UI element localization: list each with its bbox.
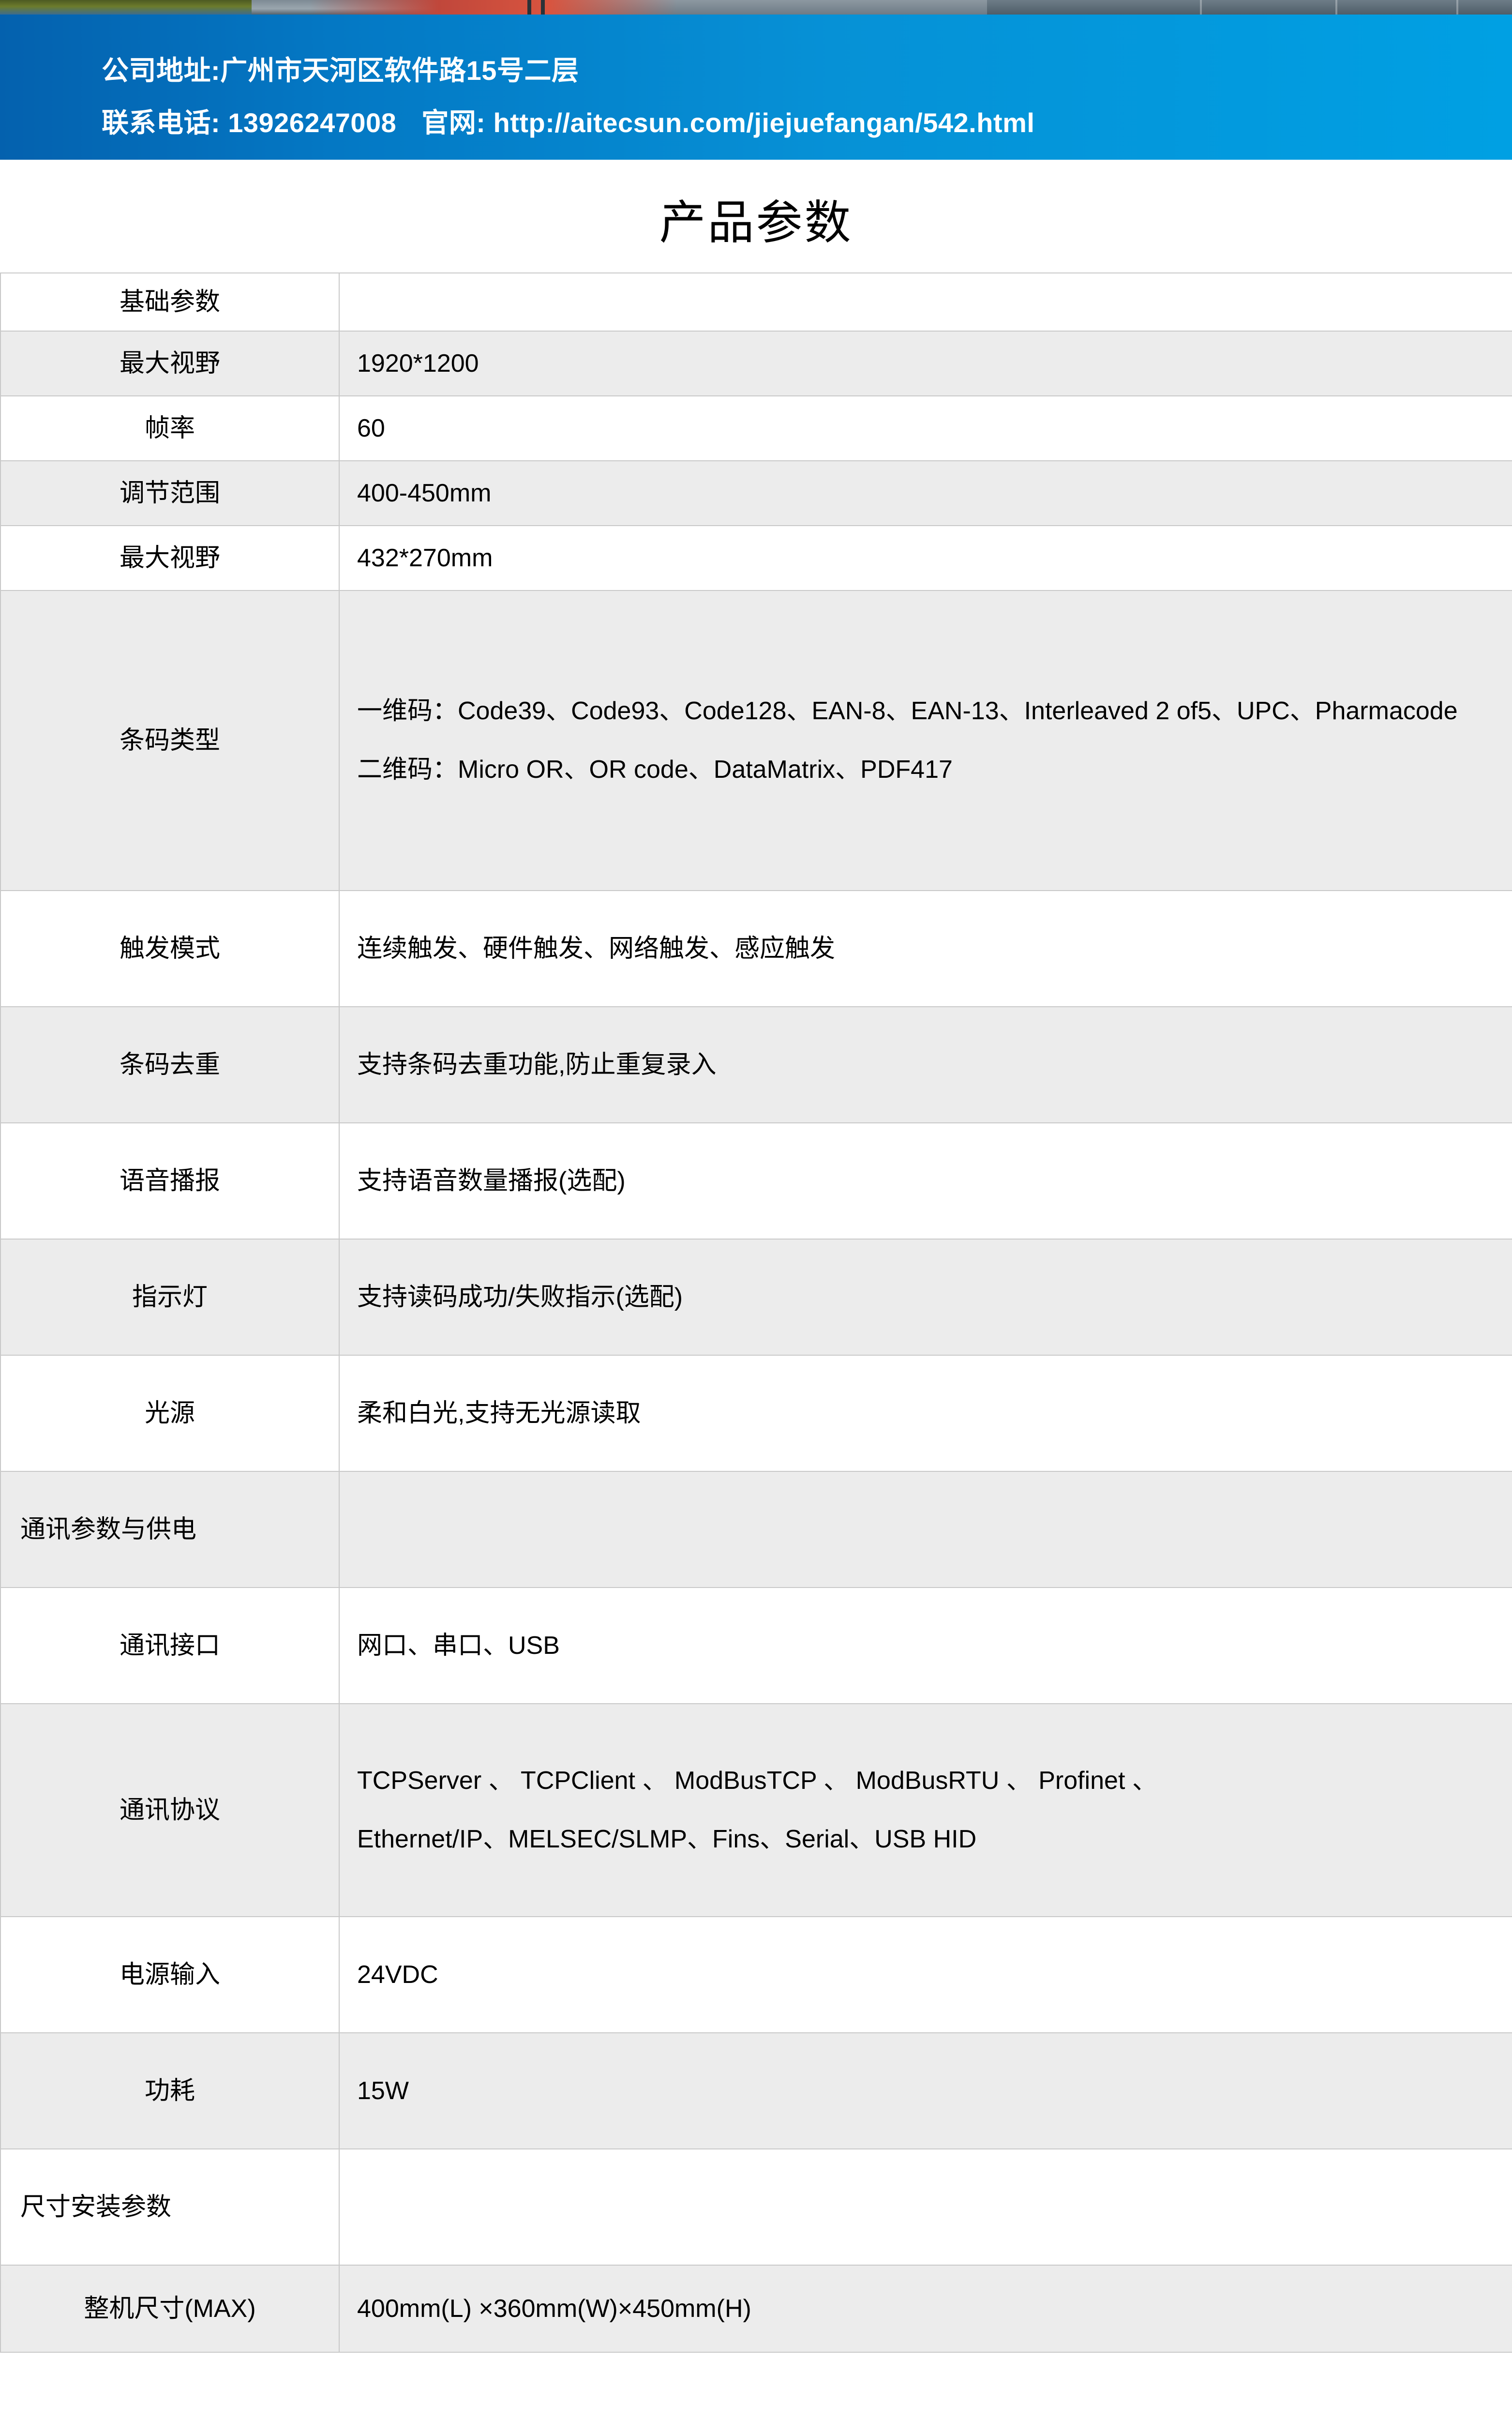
spec-value-line: 400-450mm [357,479,492,507]
photo-red-accent [310,0,677,15]
spec-value-cell [339,272,1512,332]
spec-value-cell: 支持语音数量播报(选配) [339,1122,1512,1240]
spec-value-line: 二维码：Micro OR、OR code、DataMatrix、PDF417 [357,756,953,784]
photo-right-region [987,0,1512,15]
spec-value-line: 432*270mm [357,544,493,572]
spec-table-row: 指示灯 支持读码成功/失败指示(选配) [0,1239,1512,1356]
photo-pole-left [527,0,531,15]
spec-label-cell: 基础参数 [0,272,340,332]
spec-value-cell: 1920*1200 [339,331,1512,396]
spec-label-cell: 触发模式 [0,890,340,1007]
spec-value-line: 60 [357,414,385,442]
spec-table-row: 触发模式 连续触发、硬件触发、网络触发、感应触发 [0,890,1512,1007]
spec-value-cell: 支持读码成功/失败指示(选配) [339,1239,1512,1356]
spec-table-row: 语音播报 支持语音数量播报(选配) [0,1122,1512,1240]
spec-value-cell: 一维码：Code39、Code93、Code128、EAN-8、EAN-13、I… [339,590,1512,891]
spec-value-line: 400mm(L) ×360mm(W)×450mm(H) [357,2294,751,2323]
spec-value-cell: 连续触发、硬件触发、网络触发、感应触发 [339,890,1512,1007]
spec-label-cell: 功耗 [0,2032,340,2149]
spec-label-cell: 语音播报 [0,1122,340,1240]
spec-label-cell: 通讯参数与供电 [0,1471,340,1588]
spec-table-row: 光源 柔和白光,支持无光源读取 [0,1355,1512,1472]
spec-table-row: 条码去重 支持条码去重功能,防止重复录入 [0,1006,1512,1123]
spec-label-cell: 条码类型 [0,590,340,891]
spec-label-cell: 条码去重 [0,1006,340,1123]
spec-table-row: 最大视野 432*270mm [0,525,1512,591]
spec-table-row: 整机尺寸(MAX) 400mm(L) ×360mm(W)×450mm(H) [0,2265,1512,2353]
spec-label-cell: 最大视野 [0,525,340,591]
spec-value-cell: 支持条码去重功能,防止重复录入 [339,1006,1512,1123]
contact-banner-content: 公司地址:广州市天河区软件路15号二层 联系电话: 13926247008 官网:… [102,57,1034,136]
photo-divider-3 [1456,0,1458,15]
spec-value-cell [339,1471,1512,1588]
spec-value-cell: 15W [339,2032,1512,2149]
spec-label-cell: 通讯协议 [0,1703,340,1917]
spec-table-row: 通讯接口 网口、串口、USB [0,1587,1512,1704]
spec-value-line: Ethernet/IP、MELSEC/SLMP、Fins、Serial、USB … [357,1825,977,1853]
spec-section-row: 尺寸安装参数 [0,2148,1512,2266]
spec-section-row: 基础参数 [0,272,1512,332]
spec-label-cell: 光源 [0,1355,340,1472]
contact-phone: 联系电话: 13926247008 [102,107,397,138]
contact-website[interactable]: 官网: http://aitecsun.com/jiejuefangan/542… [421,107,1035,138]
spec-value-cell: 网口、串口、USB [339,1587,1512,1704]
product-spec-table: 基础参数 最大视野 1920*1200 帧率 60 调节范围 400-450mm 最大视野 43… [0,272,1512,2353]
spec-label-cell: 整机尺寸(MAX) [0,2265,340,2353]
spec-table-row: 功耗 15W [0,2032,1512,2149]
spec-value-line: 连续触发、硬件触发、网络触发、感应触发 [357,934,836,963]
spec-label-cell: 通讯接口 [0,1587,340,1704]
spec-value-cell: 400mm(L) ×360mm(W)×450mm(H) [339,2265,1512,2353]
spec-label-cell: 最大视野 [0,331,340,396]
spec-value-line: 1920*1200 [357,349,479,378]
spec-label-cell: 指示灯 [0,1239,340,1356]
spec-value-line: 柔和白光,支持无光源读取 [357,1399,641,1427]
spec-value-line: TCPServer 、 TCPClient 、 ModBusTCP 、 ModB… [357,1767,1157,1795]
photo-grass-region [0,0,252,15]
spec-value-cell: 24VDC [339,1916,1512,2033]
spec-value-cell: 60 [339,395,1512,461]
spec-value-line: 15W [357,2076,409,2105]
spec-value-line: 支持语音数量播报(选配) [357,1166,626,1195]
page-title: 产品参数 [659,197,853,249]
photo-divider-1 [1200,0,1202,15]
spec-label-cell: 调节范围 [0,460,340,526]
spec-value-cell: 432*270mm [339,525,1512,591]
spec-value-cell: 柔和白光,支持无光源读取 [339,1355,1512,1472]
spec-table-row: 调节范围 400-450mm [0,460,1512,526]
spec-label-cell: 帧率 [0,395,340,461]
contact-banner: 公司地址:广州市天河区软件路15号二层 联系电话: 13926247008 官网:… [0,15,1512,160]
spec-table-row: 条码类型 一维码：Code39、Code93、Code128、EAN-8、EAN-… [0,590,1512,891]
spec-table-row: 电源输入 24VDC [0,1916,1512,2033]
header-photo-strip [0,0,1512,15]
spec-value-line: 支持读码成功/失败指示(选配) [357,1283,683,1311]
spec-value-line: 支持条码去重功能,防止重复录入 [357,1050,717,1079]
spec-table-row: 帧率 60 [0,395,1512,461]
spec-label-cell: 电源输入 [0,1916,340,2033]
spec-value-line: 网口、串口、USB [357,1631,560,1660]
spec-value-line: 24VDC [357,1960,438,1989]
spec-table-row: 最大视野 1920*1200 [0,331,1512,396]
photo-divider-2 [1335,0,1337,15]
spec-table-row: 通讯协议 TCPServer 、 TCPClient 、 ModBusTCP 、 … [0,1703,1512,1917]
spec-section-row: 通讯参数与供电 [0,1471,1512,1588]
spec-table-body: 基础参数 最大视野 1920*1200 帧率 60 调节范围 400-450mm 最大视野 43… [0,272,1512,2353]
company-address: 公司地址:广州市天河区软件路15号二层 [102,55,579,86]
spec-value-line: 一维码：Code39、Code93、Code128、EAN-8、EAN-13、I… [357,697,1458,725]
photo-pole-right [541,0,545,15]
spec-value-cell: 400-450mm [339,460,1512,526]
contact-line: 联系电话: 13926247008 官网: http://aitecsun.com… [102,109,1034,136]
spec-label-cell: 尺寸安装参数 [0,2148,340,2266]
spec-value-cell: TCPServer 、 TCPClient 、 ModBusTCP 、 ModB… [339,1703,1512,1917]
spec-value-cell [339,2148,1512,2266]
